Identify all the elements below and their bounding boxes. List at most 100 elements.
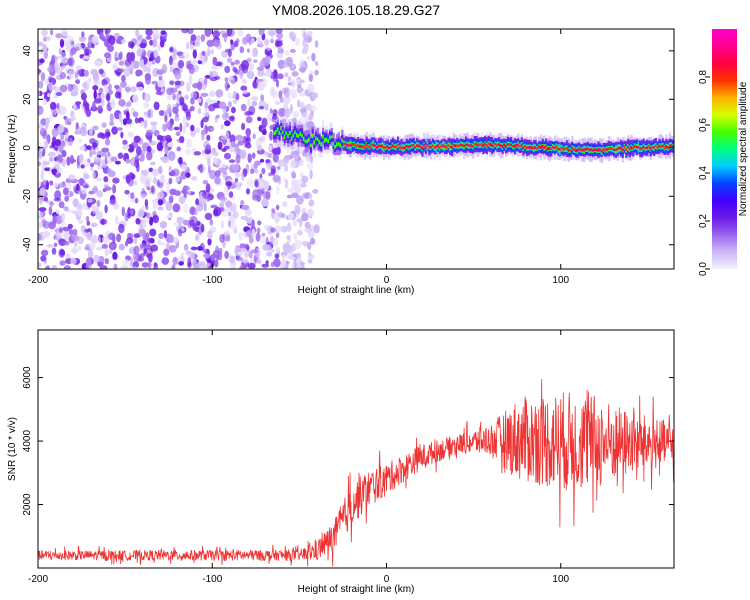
spectrogram-noise-blob <box>118 98 126 107</box>
spectrogram-ridge-segment <box>363 145 367 149</box>
spectrogram-noise-blob <box>179 136 185 144</box>
spectrogram-noise-blob <box>226 29 233 37</box>
spectrogram-noise-blob <box>184 108 192 114</box>
spectrogram-noise-blob <box>153 101 160 111</box>
spectrogram-noise-blob <box>38 262 42 268</box>
spectrogram-noise-blob <box>165 186 170 195</box>
spectrogram-noise-blob <box>135 218 141 225</box>
spectrogram-y-ticks: -40 -20 0 20 40 <box>22 45 674 252</box>
spectrogram-noise-blob <box>114 84 120 90</box>
spectrogram-noise-blob <box>244 110 252 117</box>
spectrogram-noise-blob <box>150 238 155 244</box>
spectrogram-noise-blob <box>50 101 57 111</box>
spectrogram-noise-blob <box>46 244 54 248</box>
spectrogram-ridge-segment <box>637 146 640 149</box>
spectrogram-noise-blob <box>227 101 232 108</box>
spectrogram-noise-blob <box>109 199 117 206</box>
spectrogram-noise-blob <box>145 29 153 36</box>
spectrogram-noise-blob <box>101 243 109 249</box>
spectrogram-ridge-segment <box>525 146 529 150</box>
spectrogram-ridge-segment <box>447 144 450 147</box>
spectrogram-noise-blob <box>113 263 118 269</box>
spectrogram-noise-blob <box>209 90 216 98</box>
spectrogram-noise-blob <box>292 219 298 227</box>
spectrogram-noise-blob <box>74 43 82 51</box>
spectrogram-noise-blob <box>122 259 129 266</box>
spectrogram-noise-blob <box>151 124 157 131</box>
spectrogram-noise-blob <box>200 34 206 42</box>
spectrogram-ridge-segment <box>283 134 286 139</box>
spectrogram-ridge-segment <box>288 131 292 135</box>
spectrogram-noise-blob <box>181 29 189 34</box>
spectrogram-noise-blob <box>313 224 320 234</box>
spectrogram-x-tick-label: 100 <box>552 275 569 286</box>
spectrogram-noise-blob <box>213 259 219 268</box>
spectrogram-noise-blob <box>202 248 210 254</box>
spectrogram-x-ticks: -200 -100 0 100 <box>28 29 570 286</box>
spectrogram-noise-blob <box>90 222 98 227</box>
snr-marks <box>38 378 674 567</box>
spectrogram-noise-blob <box>197 81 203 91</box>
spectrogram-noise-blob <box>58 201 65 209</box>
spectrogram-noise-blob <box>200 92 209 97</box>
spectrogram-noise-blob <box>309 169 313 180</box>
spectrogram-ridge-segment <box>412 144 415 147</box>
spectrogram-noise-blob <box>172 203 181 213</box>
spectrogram-noise-blob <box>237 140 244 146</box>
spectrogram-noise-blob <box>308 74 313 82</box>
spectrogram-noise-blob <box>245 137 250 142</box>
spectrogram-noise-blob <box>291 117 297 123</box>
spectrogram-noise-blob <box>56 108 62 115</box>
spectrogram-noise-blob <box>291 180 299 190</box>
spectrogram-ridge-segment <box>417 144 421 148</box>
spectrogram-noise-blob <box>132 93 139 103</box>
spectrogram-noise-blob <box>152 214 159 224</box>
spectrogram-noise-blob <box>194 209 198 216</box>
spectrogram-noise-blob <box>305 155 311 162</box>
spectrogram-noise-blob <box>213 156 218 164</box>
spectrogram-ridge-segment <box>630 146 633 150</box>
spectrogram-y-tick-label: 0 <box>22 145 33 151</box>
spectrogram-noise-blob <box>207 230 213 240</box>
spectrogram-noise-blob <box>240 85 248 91</box>
spectrogram-noise-blob <box>151 168 160 177</box>
spectrogram-noise-blob <box>147 261 152 269</box>
spectrogram-noise-blob <box>139 174 147 184</box>
spectrogram-noise-blob <box>299 149 303 154</box>
spectrogram-noise-blob <box>241 90 249 95</box>
spectrogram-noise-blob <box>235 134 243 141</box>
spectrogram-noise-blob <box>164 114 168 123</box>
spectrogram-noise-blob <box>42 43 48 53</box>
spectrogram-noise-blob <box>159 221 168 229</box>
spectrogram-noise-blob <box>230 224 238 231</box>
spectrogram-ridge-segment <box>440 144 443 148</box>
spectrogram-ridge-segment <box>449 145 452 148</box>
spectrogram-noise-blob <box>200 119 204 129</box>
spectrogram-noise-blob <box>309 155 314 164</box>
spectrogram-noise-blob <box>224 120 231 127</box>
snr-y-tick-label: 2000 <box>22 493 33 516</box>
spectrogram-noise-blob <box>301 47 308 55</box>
spectrogram-ridge-segment <box>402 146 405 150</box>
spectrogram-ridge-segment <box>468 144 471 148</box>
spectrogram-noise-blob <box>153 49 158 59</box>
spectrogram-noise-blob <box>175 176 180 182</box>
spectrogram-noise-blob <box>102 164 107 169</box>
spectrogram-noise-blob <box>127 100 132 107</box>
spectrogram-noise-blob <box>193 151 201 156</box>
spectrogram-noise-blob <box>168 195 174 204</box>
spectrogram-ridge-segment <box>416 144 419 147</box>
spectrogram-ridge-segment <box>365 143 368 147</box>
spectrogram-noise-blob <box>146 67 151 73</box>
spectrogram-ridge-segment <box>620 146 623 150</box>
spectrogram-noise-blob <box>130 173 136 180</box>
spectrogram-noise-blob <box>264 48 268 56</box>
spectrogram-noise-blob <box>43 140 49 149</box>
spectrogram-ridge-segment <box>653 146 656 149</box>
spectrogram-noise-blob <box>230 141 236 148</box>
spectrogram-noise-blob <box>247 99 251 107</box>
spectrogram-noise-blob <box>261 198 269 207</box>
spectrogram-noise-blob <box>213 39 221 47</box>
spectrogram-noise-blob <box>230 106 236 114</box>
spectrogram-noise-blob <box>161 257 170 265</box>
